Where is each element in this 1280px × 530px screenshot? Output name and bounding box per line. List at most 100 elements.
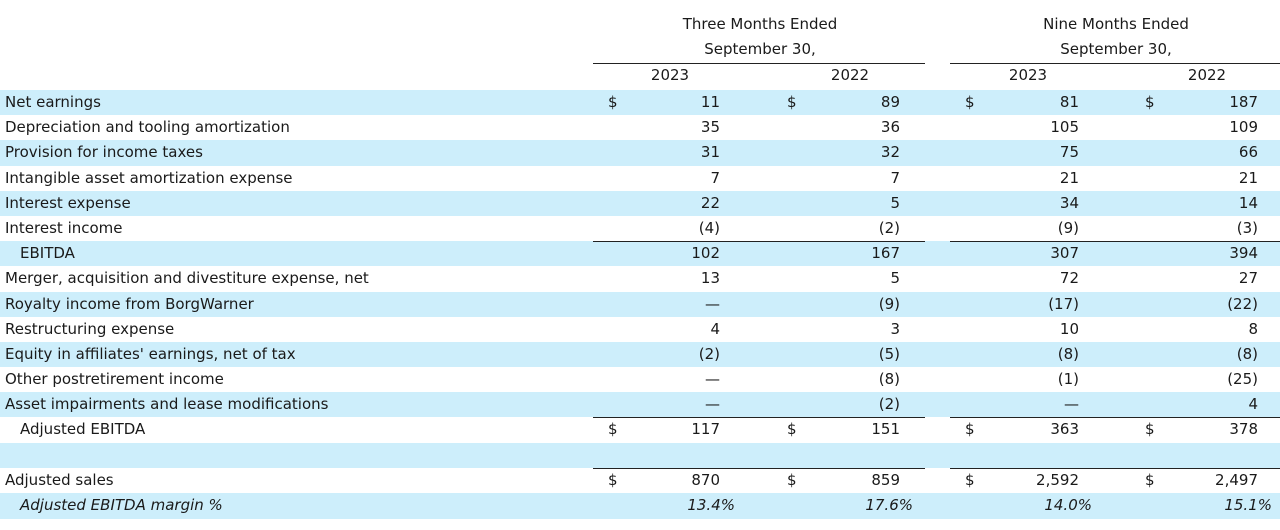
value-cell: 27 [1238, 269, 1258, 288]
value-cell: 13.4% [687, 496, 735, 514]
value-cell: — [1064, 395, 1079, 414]
value-cell: 109 [1229, 118, 1258, 137]
value-cell: 394 [1229, 244, 1258, 263]
column-rule [593, 417, 786, 419]
year-header-q3-2023: 2023 [650, 66, 690, 84]
currency-symbol: $ [608, 470, 618, 489]
table-row: Adjusted EBITDA margin % 13.4% 17.6% 14.0% 1… [0, 493, 1280, 519]
year-header-q3-2022: 2022 [830, 66, 870, 84]
value-cell: 66 [1238, 143, 1258, 162]
value-cell: 17.6% [865, 496, 913, 514]
three-months-subtitle: September 30, [704, 40, 816, 58]
value-cell: 4 [1248, 395, 1258, 414]
value-cell: 378 [1229, 420, 1258, 439]
value-cell: (22) [1227, 294, 1258, 313]
value-cell: 187 [1229, 93, 1258, 111]
currency-symbol: $ [608, 93, 618, 111]
value-cell: 10 [1059, 319, 1079, 338]
currency-symbol: $ [787, 420, 797, 439]
value-cell: 75 [1059, 143, 1079, 162]
value-cell: 72 [1059, 269, 1079, 288]
row-label: Royalty income from BorgWarner [5, 294, 254, 313]
column-rule [950, 241, 1143, 243]
row-label: Merger, acquisition and divestiture expe… [5, 269, 369, 288]
row-label: Depreciation and tooling amortization [5, 118, 290, 137]
value-cell: 363 [1050, 420, 1079, 439]
value-cell: 32 [880, 143, 900, 162]
value-cell: (9) [1057, 218, 1079, 237]
table-row: Depreciation and tooling amortization 35 3… [0, 115, 1280, 140]
value-cell: (2) [878, 218, 900, 237]
column-rule [950, 467, 1143, 469]
value-cell: (17) [1048, 294, 1079, 313]
value-cell: — [705, 395, 720, 414]
value-cell: 5 [890, 193, 900, 212]
value-cell: 7 [890, 168, 900, 187]
value-cell: 14.0% [1044, 496, 1092, 514]
table-row: Interest income (4) (2) (9) (3) [0, 216, 1280, 241]
value-cell: 89 [880, 93, 900, 111]
table-row [0, 442, 1280, 468]
column-rule [1130, 417, 1280, 419]
column-rule [593, 467, 786, 469]
value-cell: (8) [1057, 344, 1079, 363]
value-cell: (9) [878, 294, 900, 313]
currency-symbol: $ [1145, 420, 1155, 439]
value-cell: 167 [871, 244, 900, 263]
value-cell: 4 [710, 319, 720, 338]
value-cell: 21 [1238, 168, 1258, 187]
value-cell: (5) [878, 344, 900, 363]
row-label: Asset impairments and lease modification… [5, 395, 329, 414]
value-cell: (2) [698, 344, 720, 363]
value-cell: 870 [691, 470, 720, 489]
value-cell: 7 [710, 168, 720, 187]
three-months-title: Three Months Ended [682, 15, 838, 33]
column-rule [1130, 241, 1280, 243]
value-cell: 2,592 [1036, 470, 1079, 489]
value-cell: 36 [880, 118, 900, 137]
currency-symbol: $ [608, 420, 618, 439]
table-row: Asset impairments and lease modification… [0, 392, 1280, 418]
header-rule-three-months [593, 63, 925, 64]
value-cell: — [705, 294, 720, 313]
currency-symbol: $ [965, 420, 975, 439]
value-cell: (8) [878, 370, 900, 389]
value-cell: 5 [890, 269, 900, 288]
value-cell: (1) [1057, 370, 1079, 389]
financial-table-body: Net earnings $11 $89 $81 $187 Depreciation an… [0, 90, 1280, 519]
value-cell: (4) [698, 218, 720, 237]
value-cell: 11 [700, 93, 720, 111]
nine-months-subtitle: September 30, [1060, 40, 1172, 58]
column-rule [950, 417, 1143, 419]
column-rule [772, 467, 925, 469]
value-cell: 13 [700, 269, 720, 288]
row-label: Net earnings [5, 93, 101, 111]
value-cell: 35 [700, 118, 720, 137]
value-cell: (3) [1236, 218, 1258, 237]
row-label: Interest expense [5, 193, 131, 212]
table-row: Adjusted EBITDA $117 $151 $363 $378 [0, 417, 1280, 442]
table-row: Interest expense 22 5 34 14 [0, 190, 1280, 216]
table-row: Equity in affiliates' earnings, net of t… [0, 341, 1280, 368]
value-cell: 31 [700, 143, 720, 162]
table-row: Net earnings $11 $89 $81 $187 [0, 90, 1280, 116]
value-cell: 151 [871, 420, 900, 439]
row-label: Interest income [5, 218, 123, 237]
table-row: Merger, acquisition and divestiture expe… [0, 266, 1280, 291]
value-cell: 14 [1238, 193, 1258, 212]
currency-symbol: $ [787, 93, 797, 111]
row-label: Intangible asset amortization expense [5, 168, 293, 187]
value-cell: 81 [1059, 93, 1079, 111]
column-rule [772, 241, 925, 243]
currency-symbol: $ [787, 470, 797, 489]
year-header-9m-2022: 2022 [1187, 66, 1227, 84]
column-rule [772, 417, 925, 419]
column-rule [1130, 467, 1280, 469]
table-row: Adjusted sales $870 $859 $2,592 $2,497 [0, 467, 1280, 493]
row-label: Adjusted EBITDA [20, 420, 146, 439]
value-cell: 307 [1050, 244, 1079, 263]
table-row: Royalty income from BorgWarner — (9) (17) (2… [0, 291, 1280, 317]
currency-symbol: $ [1145, 470, 1155, 489]
value-cell: 102 [691, 244, 720, 263]
value-cell: 22 [700, 193, 720, 212]
